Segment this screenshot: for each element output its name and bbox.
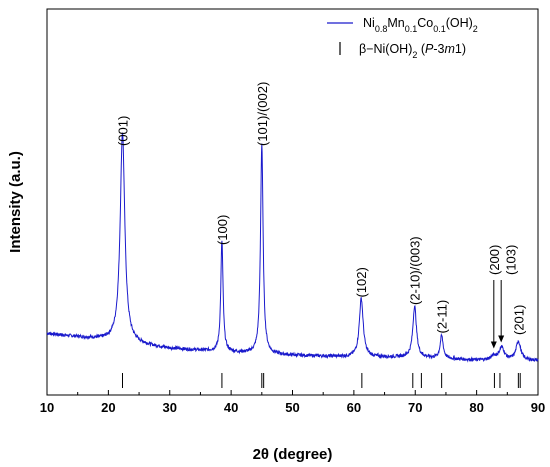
- x-tick-label: 30: [163, 400, 177, 415]
- peak-label: (101)/(002): [255, 82, 270, 146]
- peak-arrow-head: [498, 335, 505, 343]
- peak-labels: (001) (100) (101)/(002) (102) (2-10)/(003) (2…: [115, 82, 526, 349]
- peak-label: (100): [215, 215, 230, 245]
- x-tick-label: 80: [469, 400, 483, 415]
- x-tick-label: 20: [101, 400, 115, 415]
- series-line: [46, 132, 539, 363]
- peak-label: (102): [354, 267, 369, 297]
- peak-label: (001): [115, 116, 130, 146]
- peak-label: (200): [487, 245, 502, 275]
- x-tick-label: 70: [408, 400, 422, 415]
- peak-arrow-head: [490, 341, 497, 349]
- x-axis: 10 20 30 40 50 60 70 80 90: [40, 390, 545, 415]
- peak-label: (2-10)/(003): [408, 236, 423, 305]
- x-tick-label: 40: [224, 400, 238, 415]
- x-tick-label: 10: [40, 400, 54, 415]
- x-axis-title: 2θ (degree): [253, 446, 333, 463]
- x-tick-label: 60: [347, 400, 361, 415]
- peak-label: (201): [511, 305, 526, 335]
- y-axis-title: Intensity (a.u.): [7, 151, 24, 253]
- legend-series-label: Ni0.8Mn0.1Co0.1(OH)2: [363, 16, 478, 34]
- legend-reference-label: β−Ni(OH)2 (P-3m1): [359, 42, 466, 60]
- legend: Ni0.8Mn0.1Co0.1(OH)2 β−Ni(OH)2 (P-3m1): [327, 16, 478, 60]
- x-tick-label: 90: [531, 400, 545, 415]
- peak-label: (103): [503, 245, 518, 275]
- peak-label: (2-11): [435, 300, 450, 334]
- reference-ticks: [121, 373, 521, 388]
- x-tick-label: 50: [285, 400, 299, 415]
